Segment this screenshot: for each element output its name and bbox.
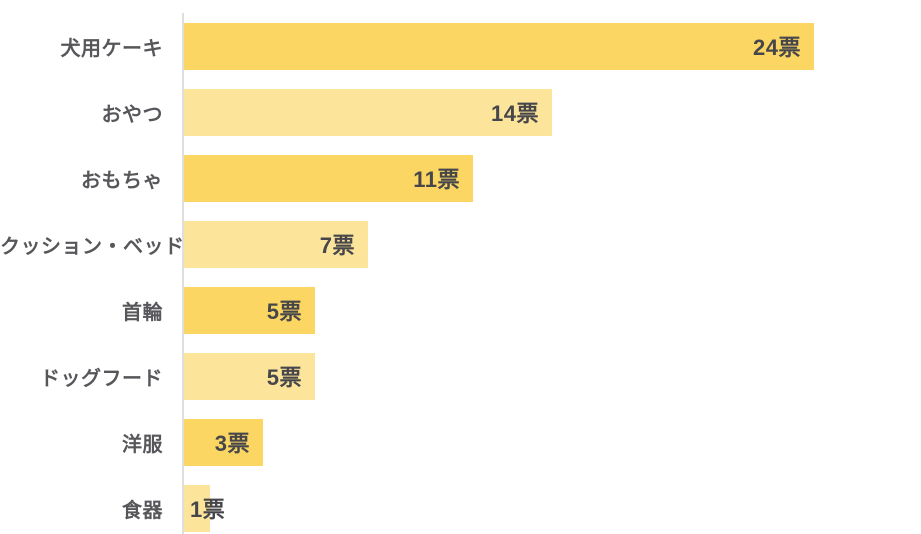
bar-track: 3票 — [184, 418, 921, 466]
category-label: 洋服 — [122, 433, 163, 456]
bar-track: 7票 — [184, 220, 921, 268]
chart-row: おもちゃ 11票 — [0, 145, 921, 211]
category-label: おやつ — [101, 103, 163, 126]
value-label: 24票 — [753, 35, 801, 60]
category-label: 首輪 — [122, 301, 163, 324]
chart-row: 洋服 3票 — [0, 409, 921, 475]
category-label: ドッグフード — [40, 367, 163, 390]
category-label: 食器 — [122, 499, 163, 522]
bar-track: 14票 — [184, 88, 921, 136]
value-bar: 3票 — [184, 418, 263, 466]
bar-track: 24票 — [184, 22, 921, 70]
bar-track: 5票 — [184, 286, 921, 334]
value-bar: 5票 — [184, 286, 315, 334]
category-label: クッション・ベッド — [0, 235, 185, 258]
value-label: 3票 — [214, 431, 250, 456]
chart-row: 食器 1票 — [0, 475, 921, 534]
value-label: 7票 — [319, 233, 355, 258]
category-label: おもちゃ — [81, 169, 163, 192]
value-bar: 11票 — [184, 154, 473, 202]
value-bar: 7票 — [184, 220, 368, 268]
value-label: 5票 — [266, 365, 302, 390]
chart-rows: 犬用ケーキ 24票 おやつ 14票 おもちゃ 11票 クッション・ベッド 7票 — [0, 13, 921, 534]
value-bar: 5票 — [184, 352, 315, 400]
chart-row: クッション・ベッド 7票 — [0, 211, 921, 277]
value-label: 11票 — [413, 167, 460, 192]
chart-row: 犬用ケーキ 24票 — [0, 13, 921, 79]
category-label: 犬用ケーキ — [60, 37, 163, 60]
bar-track: 11票 — [184, 154, 921, 202]
chart-row: おやつ 14票 — [0, 79, 921, 145]
chart-row: 首輪 5票 — [0, 277, 921, 343]
bar-track: 1票 — [184, 484, 921, 532]
y-axis-line — [182, 13, 184, 534]
bar-track: 5票 — [184, 352, 921, 400]
chart-row: ドッグフード 5票 — [0, 343, 921, 409]
value-label: 5票 — [266, 299, 302, 324]
value-label: 1票 — [190, 497, 226, 522]
value-bar: 24票 — [184, 22, 814, 70]
value-bar: 1票 — [184, 484, 225, 532]
value-bar: 14票 — [184, 88, 552, 136]
value-label: 14票 — [491, 101, 539, 126]
